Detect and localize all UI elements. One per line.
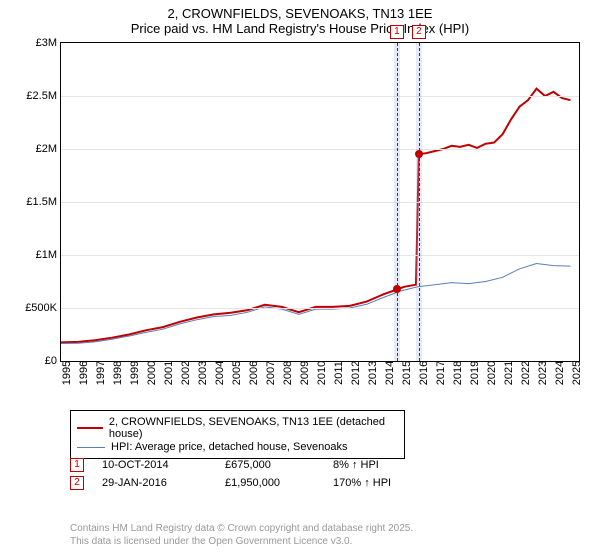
sale-marker-1: 1 [70, 458, 84, 472]
xtick-label: 2016 [418, 361, 430, 385]
gridline [61, 255, 579, 256]
gridline [61, 149, 579, 150]
sale-date: 10-OCT-2014 [102, 459, 207, 471]
title-line2: Price paid vs. HM Land Registry's House … [0, 21, 600, 36]
xtick-label: 2018 [452, 361, 464, 385]
ytick-label: £500K [21, 302, 57, 314]
sale-price: £1,950,000 [225, 477, 315, 489]
series-price_paid [61, 89, 571, 343]
ytick-label: £2.5M [21, 90, 57, 102]
title-line1: 2, CROWNFIELDS, SEVENOAKS, TN13 1EE [0, 6, 600, 21]
chart-title: 2, CROWNFIELDS, SEVENOAKS, TN13 1EE Pric… [0, 0, 600, 38]
sale-dashline [397, 43, 398, 361]
xtick-label: 2017 [435, 361, 447, 385]
xtick-label: 2001 [163, 361, 175, 385]
xtick-label: 1997 [95, 361, 107, 385]
sale-dashline [419, 43, 420, 361]
legend-item-hpi: HPI: Average price, detached house, Seve… [77, 441, 398, 453]
xtick-label: 1995 [61, 361, 73, 385]
sale-row: 1 10-OCT-2014 £675,000 8% ↑ HPI [70, 458, 443, 472]
footer-line2: This data is licensed under the Open Gov… [70, 536, 413, 549]
legend-label-1: 2, CROWNFIELDS, SEVENOAKS, TN13 1EE (det… [109, 416, 398, 440]
xtick-label: 2008 [282, 361, 294, 385]
ytick-label: £1M [21, 249, 57, 261]
footer-line1: Contains HM Land Registry data © Crown c… [70, 523, 413, 536]
chart-container: £0£500K£1M£1.5M£2M£2.5M£3M19951996199719… [20, 42, 580, 392]
xtick-label: 2006 [248, 361, 260, 385]
sale-marker-box: 2 [412, 25, 426, 39]
legend-swatch-red [77, 427, 103, 429]
ytick-label: £2M [21, 143, 57, 155]
xtick-label: 2025 [571, 361, 583, 385]
xtick-label: 2004 [214, 361, 226, 385]
xtick-label: 2010 [316, 361, 328, 385]
sale-marker-2: 2 [70, 476, 84, 490]
xtick-label: 2019 [469, 361, 481, 385]
xtick-label: 2021 [503, 361, 515, 385]
xtick-label: 2014 [384, 361, 396, 385]
xtick-label: 1996 [78, 361, 90, 385]
sale-dot [393, 285, 401, 293]
xtick-label: 2009 [299, 361, 311, 385]
legend: 2, CROWNFIELDS, SEVENOAKS, TN13 1EE (det… [70, 410, 405, 459]
gridline [61, 202, 579, 203]
xtick-label: 2003 [197, 361, 209, 385]
xtick-label: 1998 [112, 361, 124, 385]
xtick-label: 2022 [520, 361, 532, 385]
xtick-label: 2015 [401, 361, 413, 385]
plot-area: £0£500K£1M£1.5M£2M£2.5M£3M19951996199719… [60, 42, 580, 362]
ytick-label: £0 [21, 355, 57, 367]
sale-price: £675,000 [225, 459, 315, 471]
xtick-label: 2005 [231, 361, 243, 385]
xtick-label: 2013 [367, 361, 379, 385]
sales-table: 1 10-OCT-2014 £675,000 8% ↑ HPI 2 29-JAN… [70, 454, 443, 494]
sale-marker-box: 1 [390, 25, 404, 39]
sale-dot [415, 150, 423, 158]
xtick-label: 1999 [129, 361, 141, 385]
footer-attribution: Contains HM Land Registry data © Crown c… [70, 523, 413, 548]
legend-label-2: HPI: Average price, detached house, Seve… [111, 441, 347, 453]
legend-swatch-blue [77, 447, 105, 448]
xtick-label: 2020 [486, 361, 498, 385]
xtick-label: 2012 [350, 361, 362, 385]
xtick-label: 2007 [265, 361, 277, 385]
xtick-label: 2023 [537, 361, 549, 385]
ytick-label: £3M [21, 37, 57, 49]
xtick-label: 2000 [146, 361, 158, 385]
xtick-label: 2024 [554, 361, 566, 385]
xtick-label: 2002 [180, 361, 192, 385]
sale-row: 2 29-JAN-2016 £1,950,000 170% ↑ HPI [70, 476, 443, 490]
sale-diff: 8% ↑ HPI [333, 459, 443, 471]
xtick-label: 2011 [333, 361, 345, 385]
gridline [61, 308, 579, 309]
sale-diff: 170% ↑ HPI [333, 477, 443, 489]
ytick-label: £1.5M [21, 196, 57, 208]
sale-date: 29-JAN-2016 [102, 477, 207, 489]
gridline [61, 96, 579, 97]
legend-item-price-paid: 2, CROWNFIELDS, SEVENOAKS, TN13 1EE (det… [77, 416, 398, 440]
